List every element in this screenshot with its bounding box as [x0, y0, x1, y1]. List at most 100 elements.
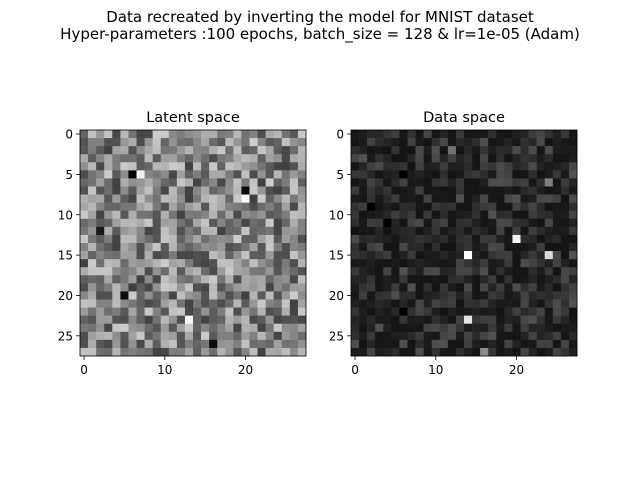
heatmap-cell: [560, 218, 570, 228]
heatmap-cell: [168, 331, 178, 341]
heatmap-cell: [359, 146, 368, 155]
heatmap-cell: [273, 130, 283, 139]
heatmap-cell: [544, 283, 554, 292]
heatmap-cell: [104, 138, 113, 147]
heatmap-cell: [160, 291, 170, 300]
heatmap-cell: [367, 251, 376, 260]
heatmap-cell: [504, 251, 513, 260]
heatmap-cell: [80, 339, 89, 349]
heatmap-cell: [184, 218, 194, 228]
heatmap-cell: [273, 154, 283, 163]
heatmap-cell: [544, 130, 554, 139]
heatmap-cell: [80, 315, 89, 325]
heatmap-cell: [273, 347, 283, 357]
heatmap-cell: [560, 283, 570, 292]
heatmap-cell: [415, 251, 424, 260]
heatmap-cell: [120, 218, 129, 228]
heatmap-cell: [144, 275, 153, 284]
heatmap-cell: [464, 194, 473, 203]
heatmap-cell: [184, 323, 194, 333]
heatmap-cell: [528, 315, 537, 325]
heatmap-cell: [488, 186, 497, 195]
heatmap-cell: [120, 315, 129, 325]
heatmap-cell: [104, 323, 113, 333]
heatmap-cell: [472, 307, 481, 316]
heatmap-cell: [265, 347, 275, 357]
heatmap-cell: [520, 251, 529, 260]
heatmap-cell: [472, 146, 481, 155]
heatmap-cell: [367, 339, 376, 349]
heatmap-cell: [281, 186, 291, 195]
heatmap-cell: [225, 194, 234, 203]
heatmap-cell: [520, 154, 529, 163]
heatmap-cell: [359, 307, 368, 316]
heatmap-cell: [144, 323, 153, 333]
heatmap-cell: [120, 275, 129, 284]
heatmap-cell: [544, 226, 554, 236]
heatmap-cell: [423, 307, 433, 316]
heatmap-cell: [80, 130, 89, 139]
heatmap-cell: [249, 218, 258, 228]
heatmap-cell: [120, 170, 129, 179]
heatmap-cell: [88, 210, 97, 220]
heatmap-cell: [168, 186, 178, 195]
heatmap-cell: [289, 267, 299, 276]
heatmap-cell: [265, 194, 275, 203]
heatmap-cell: [504, 243, 513, 252]
heatmap-cell: [241, 267, 250, 276]
heatmap-cell: [136, 194, 145, 203]
heatmap-cell: [383, 226, 392, 236]
heatmap-cell: [536, 234, 546, 244]
heatmap-cell: [160, 323, 170, 333]
heatmap-cell: [233, 194, 242, 203]
heatmap-cell: [257, 202, 266, 212]
heatmap-cell: [233, 339, 242, 349]
heatmap-cell: [391, 178, 400, 187]
heatmap-cell: [144, 339, 153, 349]
heatmap-cell: [512, 194, 521, 203]
heatmap-cell: [160, 202, 170, 212]
heatmap-cell: [104, 162, 113, 171]
heatmap-cell: [544, 331, 554, 341]
heatmap-cell: [480, 251, 489, 260]
heatmap-cell: [431, 299, 441, 308]
heatmap-cell: [96, 138, 105, 147]
heatmap-cell: [201, 218, 210, 228]
heatmap-cell: [496, 323, 505, 333]
heatmap-cell: [120, 186, 129, 195]
heatmap-cell: [136, 170, 145, 179]
heatmap-cell: [464, 202, 473, 212]
heatmap-cell: [512, 170, 521, 179]
heatmap-cell: [281, 267, 291, 276]
heatmap-cell: [249, 130, 258, 139]
heatmap-cell: [184, 243, 194, 252]
heatmap-cell: [273, 218, 283, 228]
heatmap-cell: [120, 154, 129, 163]
heatmap-cell: [552, 347, 562, 357]
heatmap-cell: [257, 154, 266, 163]
heatmap-cell: [297, 210, 307, 220]
heatmap-cell: [201, 138, 210, 147]
heatmap-cell: [152, 202, 162, 212]
heatmap-cell: [375, 275, 384, 284]
heatmap-cell: [407, 170, 416, 179]
heatmap-cell: [528, 243, 537, 252]
heatmap-cell: [184, 178, 194, 187]
heatmap-cell: [488, 267, 497, 276]
heatmap-cell: [257, 210, 266, 220]
heatmap-cell: [407, 243, 416, 252]
heatmap-cell: [439, 339, 449, 349]
heatmap-cell: [273, 267, 283, 276]
heatmap-cell: [480, 315, 489, 325]
heatmap-cell: [217, 275, 226, 284]
heatmap-cell: [504, 194, 513, 203]
heatmap-cell: [184, 267, 194, 276]
heatmap-cell: [96, 291, 105, 300]
heatmap-cell: [297, 315, 307, 325]
heatmap-cell: [520, 202, 529, 212]
heatmap-cell: [464, 291, 473, 300]
heatmap-cell: [217, 234, 226, 244]
heatmap-cell: [407, 218, 416, 228]
heatmap-cell: [297, 251, 307, 260]
heatmap-cell: [201, 130, 210, 139]
